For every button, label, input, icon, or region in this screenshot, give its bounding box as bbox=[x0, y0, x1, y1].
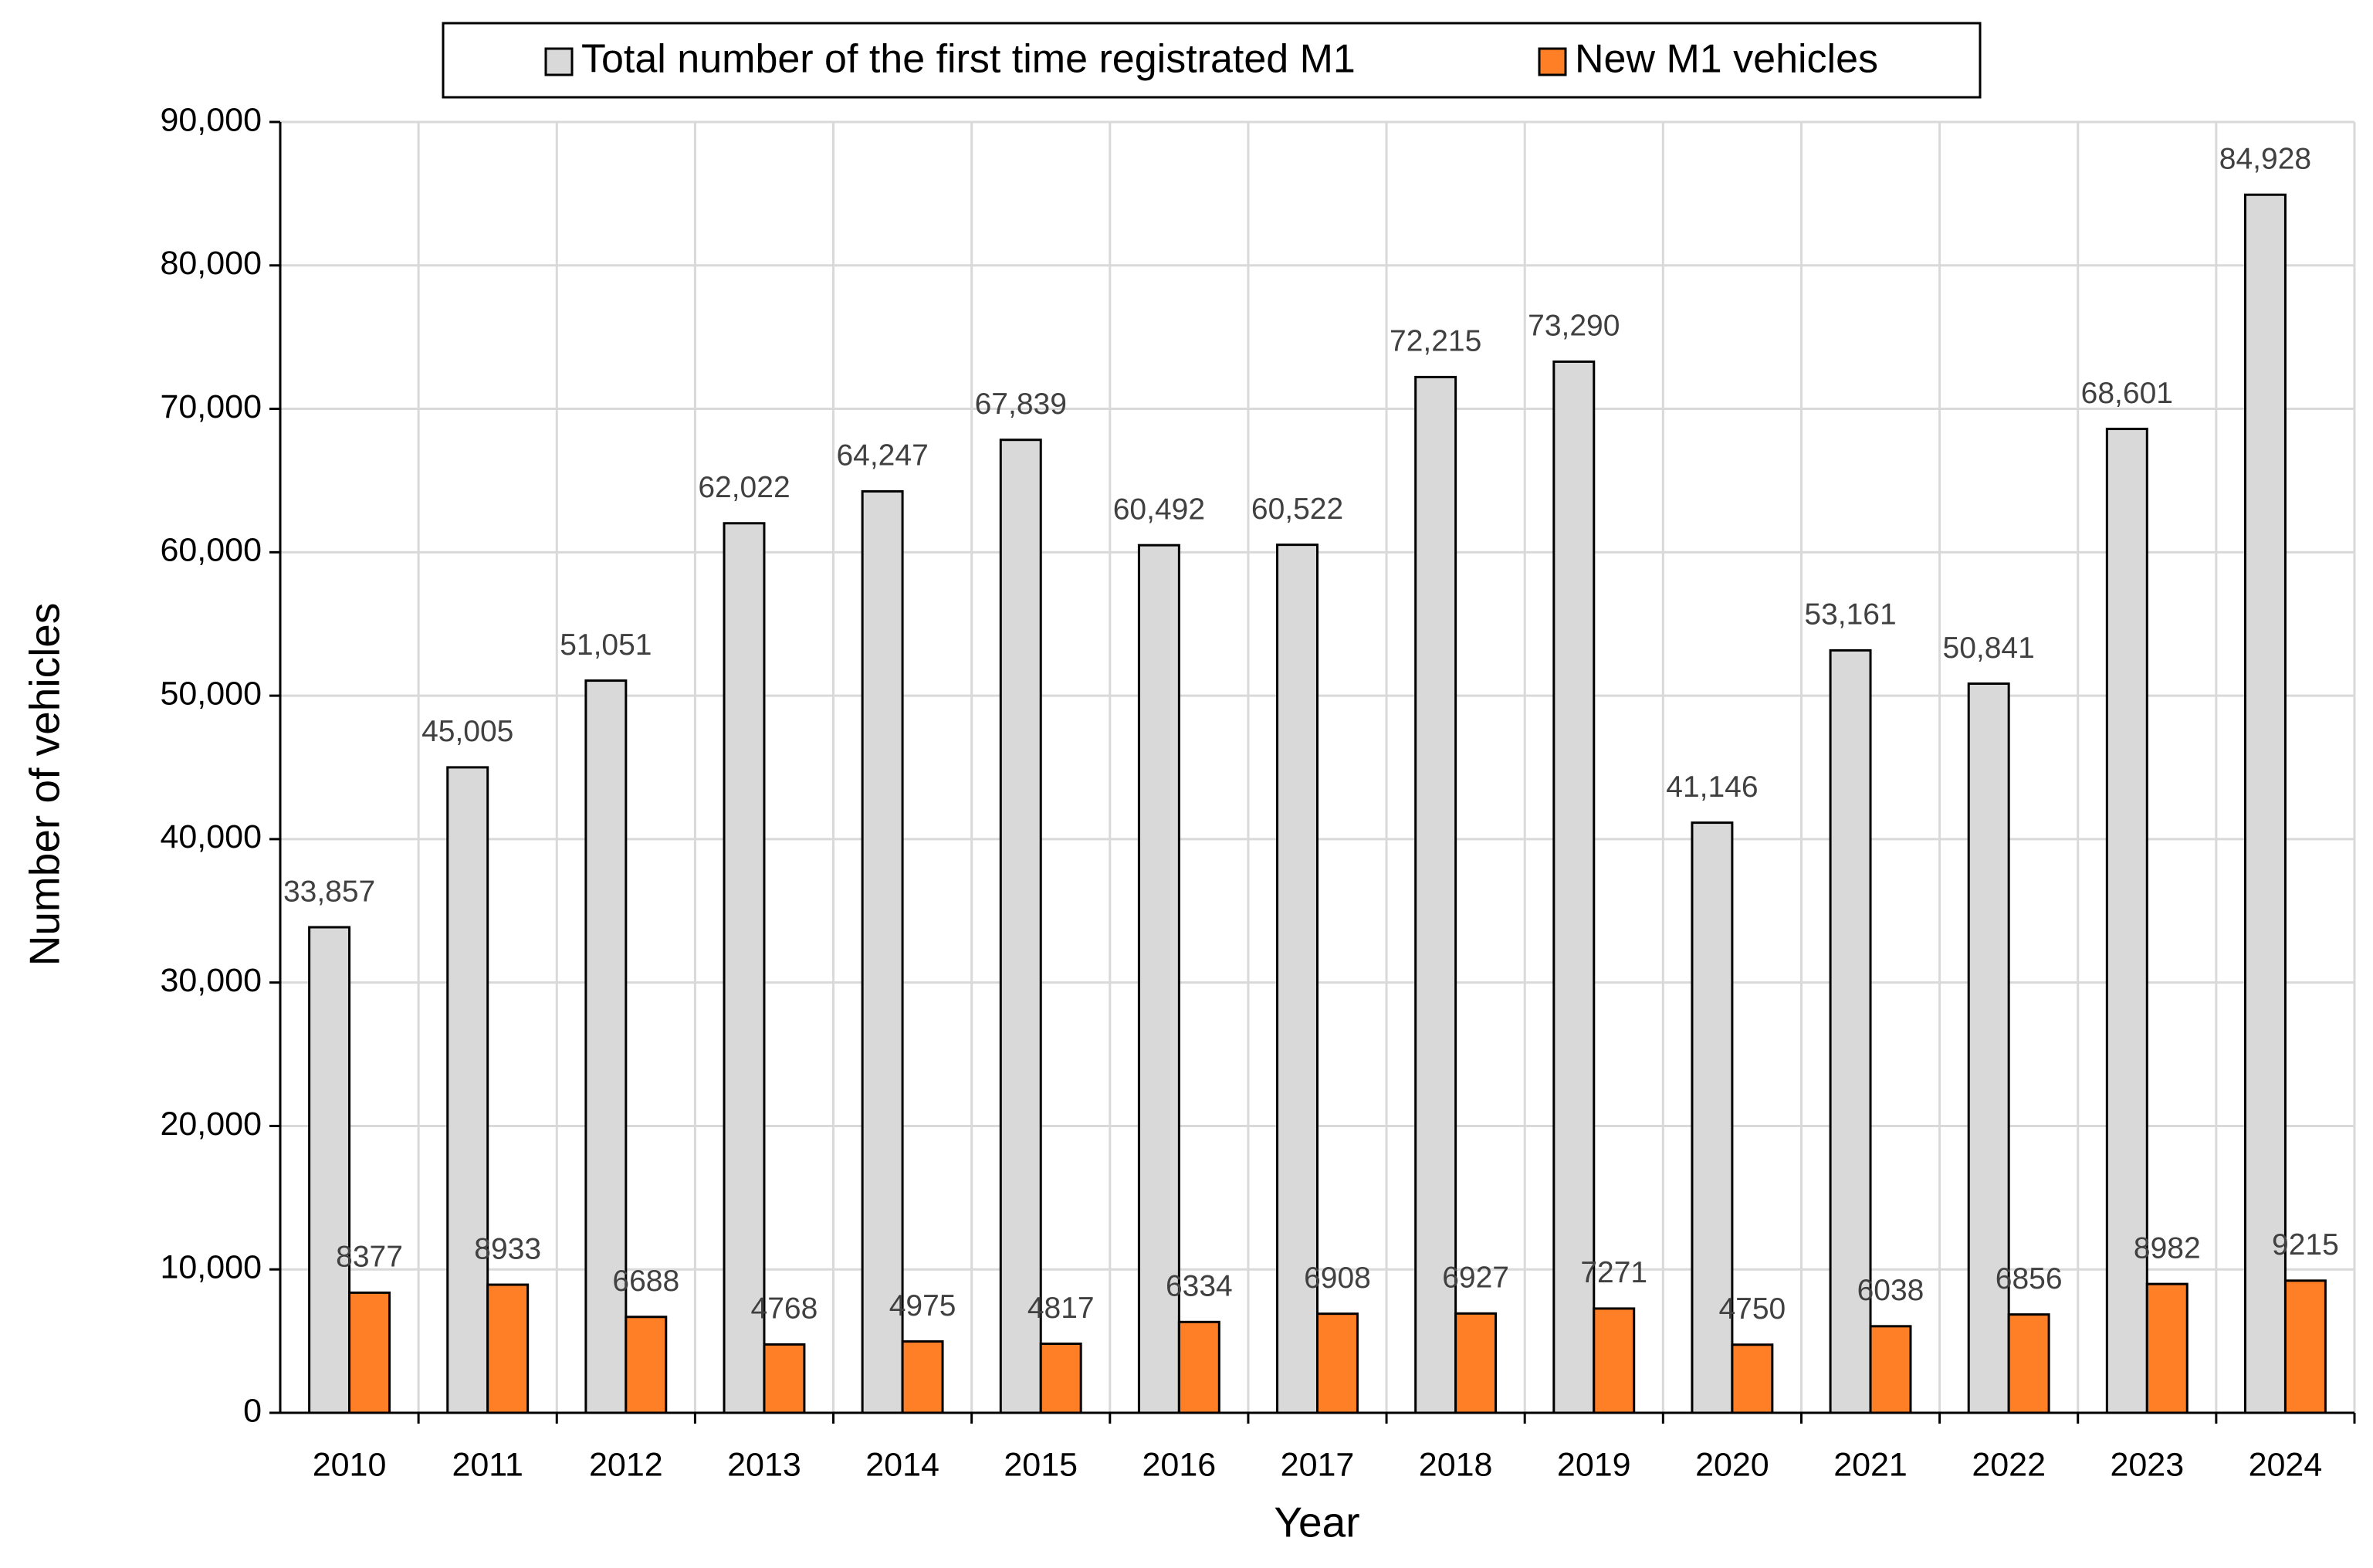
data-label: 53,161 bbox=[1804, 598, 1896, 632]
data-label: 9215 bbox=[2272, 1228, 2339, 1262]
data-label: 72,215 bbox=[1390, 325, 1481, 358]
x-tick-label: 2011 bbox=[452, 1446, 523, 1483]
data-label: 62,022 bbox=[698, 471, 790, 504]
bar bbox=[1414, 375, 1457, 1414]
bar bbox=[1967, 682, 2010, 1414]
data-label: 4768 bbox=[751, 1292, 818, 1326]
data-label: 67,839 bbox=[975, 388, 1067, 421]
y-tick-label: 40,000 bbox=[160, 818, 262, 855]
data-label: 68,601 bbox=[2081, 377, 2173, 410]
x-tick-label: 2022 bbox=[1972, 1446, 2046, 1483]
y-tick-label: 30,000 bbox=[160, 962, 262, 999]
x-tick-label: 2013 bbox=[727, 1446, 801, 1483]
data-label: 6688 bbox=[612, 1265, 679, 1298]
data-label: 8982 bbox=[2134, 1231, 2201, 1265]
bar bbox=[584, 679, 628, 1414]
data-label: 41,146 bbox=[1666, 770, 1758, 804]
x-tick-label: 2020 bbox=[1695, 1446, 1769, 1483]
bar bbox=[2243, 193, 2287, 1414]
bar bbox=[2105, 428, 2148, 1414]
y-tick-label: 0 bbox=[243, 1392, 262, 1429]
bar bbox=[999, 439, 1042, 1414]
y-tick-label: 60,000 bbox=[160, 532, 262, 569]
data-label: 7271 bbox=[1580, 1256, 1647, 1289]
bar bbox=[1039, 1343, 1082, 1414]
data-label: 33,857 bbox=[283, 875, 375, 908]
data-label: 6908 bbox=[1304, 1262, 1371, 1295]
data-label: 8933 bbox=[474, 1232, 541, 1265]
x-tick-label: 2016 bbox=[1142, 1446, 1217, 1483]
x-tick-label: 2018 bbox=[1419, 1446, 1493, 1483]
legend-box bbox=[442, 22, 1982, 99]
x-axis-title: Year bbox=[1274, 1499, 1359, 1546]
x-tick-label: 2023 bbox=[2110, 1446, 2184, 1483]
data-label: 64,247 bbox=[836, 439, 928, 472]
x-tick-label: 2021 bbox=[1833, 1446, 1908, 1483]
y-tick-label: 10,000 bbox=[160, 1249, 262, 1286]
data-label: 60,492 bbox=[1113, 493, 1205, 526]
y-tick-label: 20,000 bbox=[160, 1106, 262, 1143]
x-tick-label: 2017 bbox=[1281, 1446, 1355, 1483]
data-label: 84,928 bbox=[2219, 143, 2311, 176]
data-label: 6856 bbox=[1996, 1262, 2063, 1295]
legend-swatch bbox=[544, 47, 574, 76]
data-label: 51,051 bbox=[560, 628, 652, 662]
bar bbox=[1869, 1325, 1912, 1414]
data-label: 45,005 bbox=[421, 715, 513, 748]
bar bbox=[308, 926, 351, 1414]
bar bbox=[723, 522, 766, 1414]
bar bbox=[1177, 1320, 1220, 1414]
bar bbox=[348, 1291, 391, 1414]
bar bbox=[1691, 821, 1734, 1414]
y-tick-label: 80,000 bbox=[160, 245, 262, 282]
y-tick-label: 90,000 bbox=[160, 101, 262, 138]
bar bbox=[1829, 649, 1872, 1414]
bar bbox=[1454, 1312, 1498, 1414]
x-tick-label: 2019 bbox=[1557, 1446, 1631, 1483]
x-tick-label: 2024 bbox=[2249, 1446, 2323, 1483]
data-label: 4975 bbox=[889, 1289, 956, 1322]
bar bbox=[1593, 1307, 1636, 1414]
data-label: 6038 bbox=[1857, 1274, 1924, 1307]
bar bbox=[2283, 1279, 2327, 1414]
bar bbox=[1137, 544, 1180, 1414]
data-label: 6927 bbox=[1442, 1262, 1509, 1295]
bar bbox=[1731, 1343, 1774, 1414]
bar bbox=[763, 1343, 806, 1414]
x-tick-label: 2014 bbox=[865, 1446, 939, 1483]
bar bbox=[1552, 360, 1596, 1414]
y-tick-label: 50,000 bbox=[160, 675, 262, 712]
legend-label: New M1 vehicles bbox=[1575, 37, 1878, 82]
legend-swatch bbox=[1538, 47, 1567, 76]
bar bbox=[446, 766, 489, 1414]
bar bbox=[625, 1316, 668, 1414]
data-label: 60,522 bbox=[1251, 493, 1343, 526]
x-tick-label: 2015 bbox=[1004, 1446, 1078, 1483]
data-label: 4817 bbox=[1027, 1292, 1095, 1325]
bar bbox=[861, 489, 904, 1414]
data-label: 8377 bbox=[336, 1241, 403, 1274]
data-label: 6334 bbox=[1166, 1270, 1233, 1303]
bar bbox=[1316, 1312, 1359, 1414]
bar bbox=[901, 1340, 944, 1414]
data-label: 4750 bbox=[1718, 1292, 1786, 1326]
x-tick-label: 2010 bbox=[313, 1446, 387, 1483]
x-tick-label: 2012 bbox=[589, 1446, 663, 1483]
bar bbox=[1276, 544, 1319, 1414]
data-label: 73,290 bbox=[1528, 310, 1620, 343]
legend-label: Total number of the first time registrat… bbox=[581, 37, 1356, 82]
bar bbox=[2145, 1282, 2189, 1414]
bar bbox=[486, 1283, 530, 1414]
y-tick-label: 70,000 bbox=[160, 388, 262, 425]
data-label: 50,841 bbox=[1943, 632, 2035, 665]
bar bbox=[2007, 1313, 2050, 1414]
y-axis-title: Number of vehicles bbox=[21, 603, 69, 967]
